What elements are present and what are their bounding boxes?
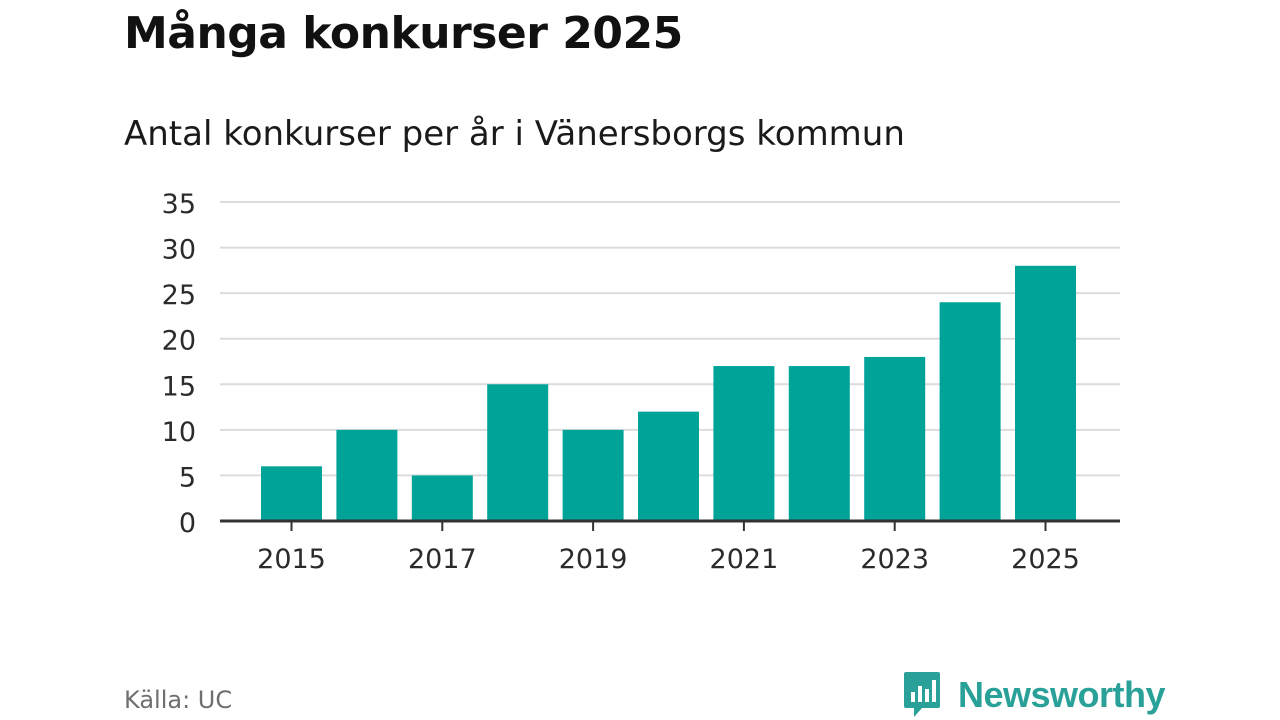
chart-title: Många konkurser 2025 <box>124 8 683 59</box>
source-note: Källa: UC <box>124 686 233 714</box>
bar-2016 <box>336 429 398 521</box>
bar-2017 <box>411 475 473 521</box>
y-tick-label-25: 25 <box>162 280 196 311</box>
x-axis-ticks: 2015 2017 2019 2021 2023 2025 <box>257 521 1080 575</box>
y-tick-label-35: 35 <box>162 189 196 220</box>
y-tick-label-0: 0 <box>179 508 196 539</box>
bar-2020 <box>638 411 699 521</box>
brand-name: Newsworthy <box>958 674 1166 715</box>
y-axis-tick-labels: 0 5 10 15 20 25 30 35 <box>162 189 196 539</box>
x-tick-label-2019: 2019 <box>559 544 628 575</box>
bar-2019 <box>562 429 624 521</box>
x-tick-label-2015: 2015 <box>257 544 326 575</box>
bar-2021 <box>713 366 775 521</box>
x-tick-label-2025: 2025 <box>1011 544 1080 575</box>
bar-2015 <box>261 466 322 521</box>
x-tick-label-2021: 2021 <box>710 544 779 575</box>
y-tick-label-5: 5 <box>179 462 196 493</box>
bar-chart-speech-bubble-icon <box>904 672 940 717</box>
brand-logo: Newsworthy <box>902 670 1166 720</box>
bar-2018 <box>487 384 549 521</box>
bar-2025 <box>1015 265 1076 521</box>
bars <box>261 265 1076 521</box>
y-tick-label-15: 15 <box>162 371 196 402</box>
bar-2022 <box>788 366 850 521</box>
bar-2024 <box>939 302 1001 521</box>
x-tick-label-2023: 2023 <box>860 544 929 575</box>
y-tick-label-10: 10 <box>162 417 196 448</box>
chart-subtitle: Antal konkurser per år i Vänersborgs kom… <box>124 114 905 154</box>
y-tick-label-20: 20 <box>162 326 196 357</box>
bar-2023 <box>864 356 926 521</box>
x-tick-label-2017: 2017 <box>408 544 477 575</box>
y-tick-label-30: 30 <box>162 235 196 266</box>
